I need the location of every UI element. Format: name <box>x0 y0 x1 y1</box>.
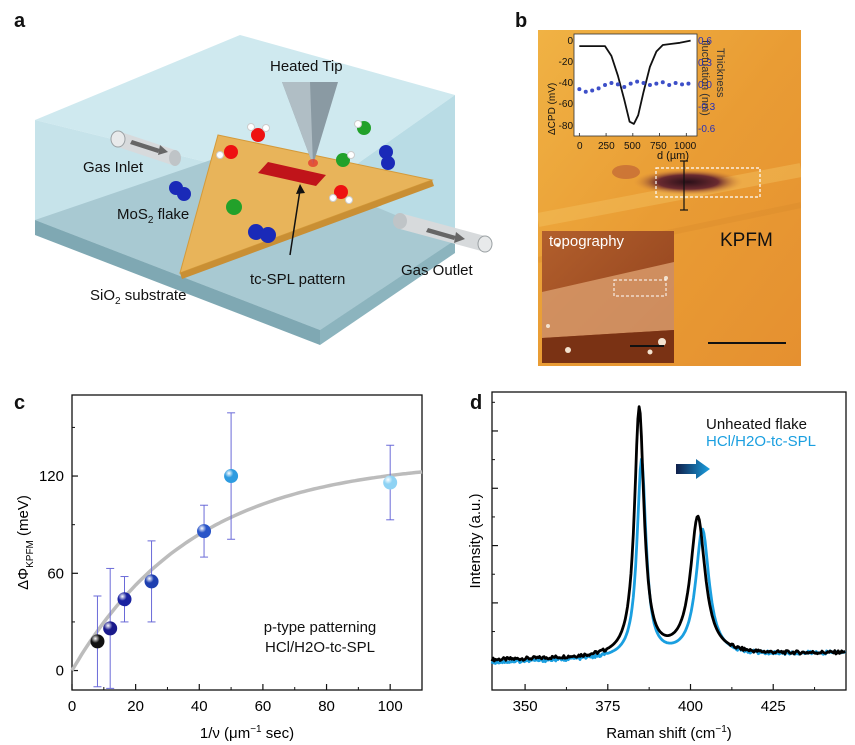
c-x-tick-label: 80 <box>318 698 335 715</box>
topography-label: topography <box>549 233 625 250</box>
b-inset-thickness-point <box>615 82 620 87</box>
d-x-axis-label: Raman shift (cm−1) <box>606 724 732 742</box>
kpfm-dashed-box <box>655 167 761 198</box>
c-data-point <box>383 475 398 490</box>
b-inset-ylabel-right-1: Thickness <box>714 48 726 98</box>
b-inset-thickness-point <box>577 87 582 92</box>
d-x-tick-label: 350 <box>513 698 538 715</box>
d-x-tick-label: 400 <box>678 698 703 715</box>
c-x-tick-label: 20 <box>127 698 144 715</box>
b-inset-thickness-point <box>596 86 601 91</box>
c-x-tick-label: 100 <box>378 698 403 715</box>
substrate-front <box>35 220 320 345</box>
kpfm-label: KPFM <box>720 230 773 251</box>
b-inset-thickness-point <box>660 80 665 85</box>
panel-c-label: c <box>14 392 26 414</box>
b-inset-y-tick: -80 <box>558 121 573 132</box>
gas-inlet-tube <box>110 130 181 166</box>
mos2-flake-edge <box>180 180 434 279</box>
c-y-axis-label: ΔΦKPFM (meV) <box>15 495 36 590</box>
c-data-point <box>117 592 132 607</box>
c-y-tick-label: 0 <box>56 663 64 680</box>
c-fit-curve <box>70 470 423 672</box>
b-inset-y-tick: 0 <box>567 36 573 47</box>
b-inset-y2-tick: 0.6 <box>698 36 712 47</box>
b-inset-thickness-point <box>622 85 627 90</box>
b-inset-x-tick: 250 <box>598 141 615 152</box>
c-x-tick-label: 60 <box>255 698 272 715</box>
d-x-tick-label: 425 <box>761 698 786 715</box>
b-inset-thickness-point <box>680 82 685 87</box>
sio2-substrate-label: SiO2 substrate <box>90 287 187 307</box>
panel-c-chart: 0 20 40 60 80 100 0 60 120 1/ν (μm−1 sec) ΔΦKPFM (… <box>15 394 423 742</box>
panel-a-schematic <box>35 35 493 345</box>
d-series-unheated <box>490 405 846 663</box>
c-y-tick-label: 60 <box>47 565 64 582</box>
heated-tip-label: Heated Tip <box>270 58 343 75</box>
b-inset-x-tick: 1000 <box>674 141 697 152</box>
topo-dashed-box <box>613 279 667 297</box>
b-inset-y-tick: -40 <box>558 78 573 89</box>
b-inset-xlabel: d (µm) <box>657 150 690 162</box>
d-legend-treated: HCl/H2O-tc-SPL <box>706 433 817 450</box>
c-data-point <box>197 524 212 539</box>
b-inset-y2-tick: 0.0 <box>698 80 712 91</box>
c-plot-frame <box>71 394 423 691</box>
b-inset-x-tick: 0 <box>577 141 583 152</box>
c-annotation-1: p-type patterning <box>263 619 377 636</box>
tc-spl-pattern <box>258 162 326 186</box>
c-x-tick-label: 40 <box>191 698 208 715</box>
b-inset-thickness-point <box>654 81 659 86</box>
b-inset-y2-tick: 0.3 <box>698 58 712 69</box>
b-inset-x-tick: 500 <box>624 141 641 152</box>
panel-b-label: b <box>515 10 528 32</box>
panel-a-label: a <box>14 10 26 32</box>
pattern-pointer-arrow <box>289 189 301 256</box>
b-inset-thickness-point <box>641 80 646 85</box>
panel-d-chart: 350 375 400 425 Raman shift (cm−1) Intensity … <box>467 391 847 742</box>
b-inset-thickness-point <box>673 80 678 85</box>
d-series-treated <box>490 457 847 665</box>
molecules <box>169 120 395 243</box>
panel-d-label: d <box>470 392 483 414</box>
c-data-point <box>144 574 159 589</box>
c-x-axis-label: 1/ν (μm−1 sec) <box>200 724 294 742</box>
substrate-side <box>320 240 455 345</box>
b-inset-thickness-point <box>603 83 608 87</box>
d-legend-unheated: Unheated flake <box>706 416 807 433</box>
tc-spl-pattern-label: tc-SPL pattern <box>250 271 346 288</box>
b-inset-y2-tick: -0.6 <box>698 124 716 135</box>
panel-b-kpfm-image <box>538 30 801 366</box>
b-inset-x-tick: 750 <box>650 141 667 152</box>
b-inset-y-tick: -60 <box>558 99 573 110</box>
b-inset-thickness-point <box>590 88 595 93</box>
d-plot-frame <box>491 391 847 691</box>
c-y-tick-label: 120 <box>39 468 64 485</box>
d-x-tick-label: 375 <box>595 698 620 715</box>
mos2-flake-label: MoS2 flake <box>117 206 190 226</box>
gas-inlet-label: Gas Inlet <box>83 159 144 176</box>
gas-outlet-tube <box>393 213 493 253</box>
b-inset-thickness-point <box>667 83 672 87</box>
d-y-axis-label: Intensity (a.u.) <box>467 493 484 588</box>
b-inset-plot <box>577 39 691 136</box>
d-shift-arrow <box>676 459 710 479</box>
b-inset-cpd-line <box>579 39 691 125</box>
c-data-point <box>90 634 105 649</box>
pattern-dark-region <box>633 169 743 195</box>
b-inset-thickness-point <box>628 81 633 86</box>
b-inset-thickness-point <box>647 83 652 87</box>
b-inset-thickness-point <box>686 81 691 86</box>
b-inset-y2-tick: -0.3 <box>698 102 716 113</box>
gas-outlet-label: Gas Outlet <box>401 262 473 279</box>
b-inset-thickness-point <box>583 89 588 94</box>
c-x-tick-label: 0 <box>68 698 76 715</box>
b-inset-thickness-point <box>609 80 614 85</box>
b-inset-y-tick: -20 <box>558 57 573 68</box>
c-data-point <box>224 469 239 484</box>
c-annotation-2: HCl/H2O-tc-SPL <box>264 639 376 656</box>
b-inset-thickness-point <box>635 79 640 84</box>
c-data-point <box>103 621 118 636</box>
